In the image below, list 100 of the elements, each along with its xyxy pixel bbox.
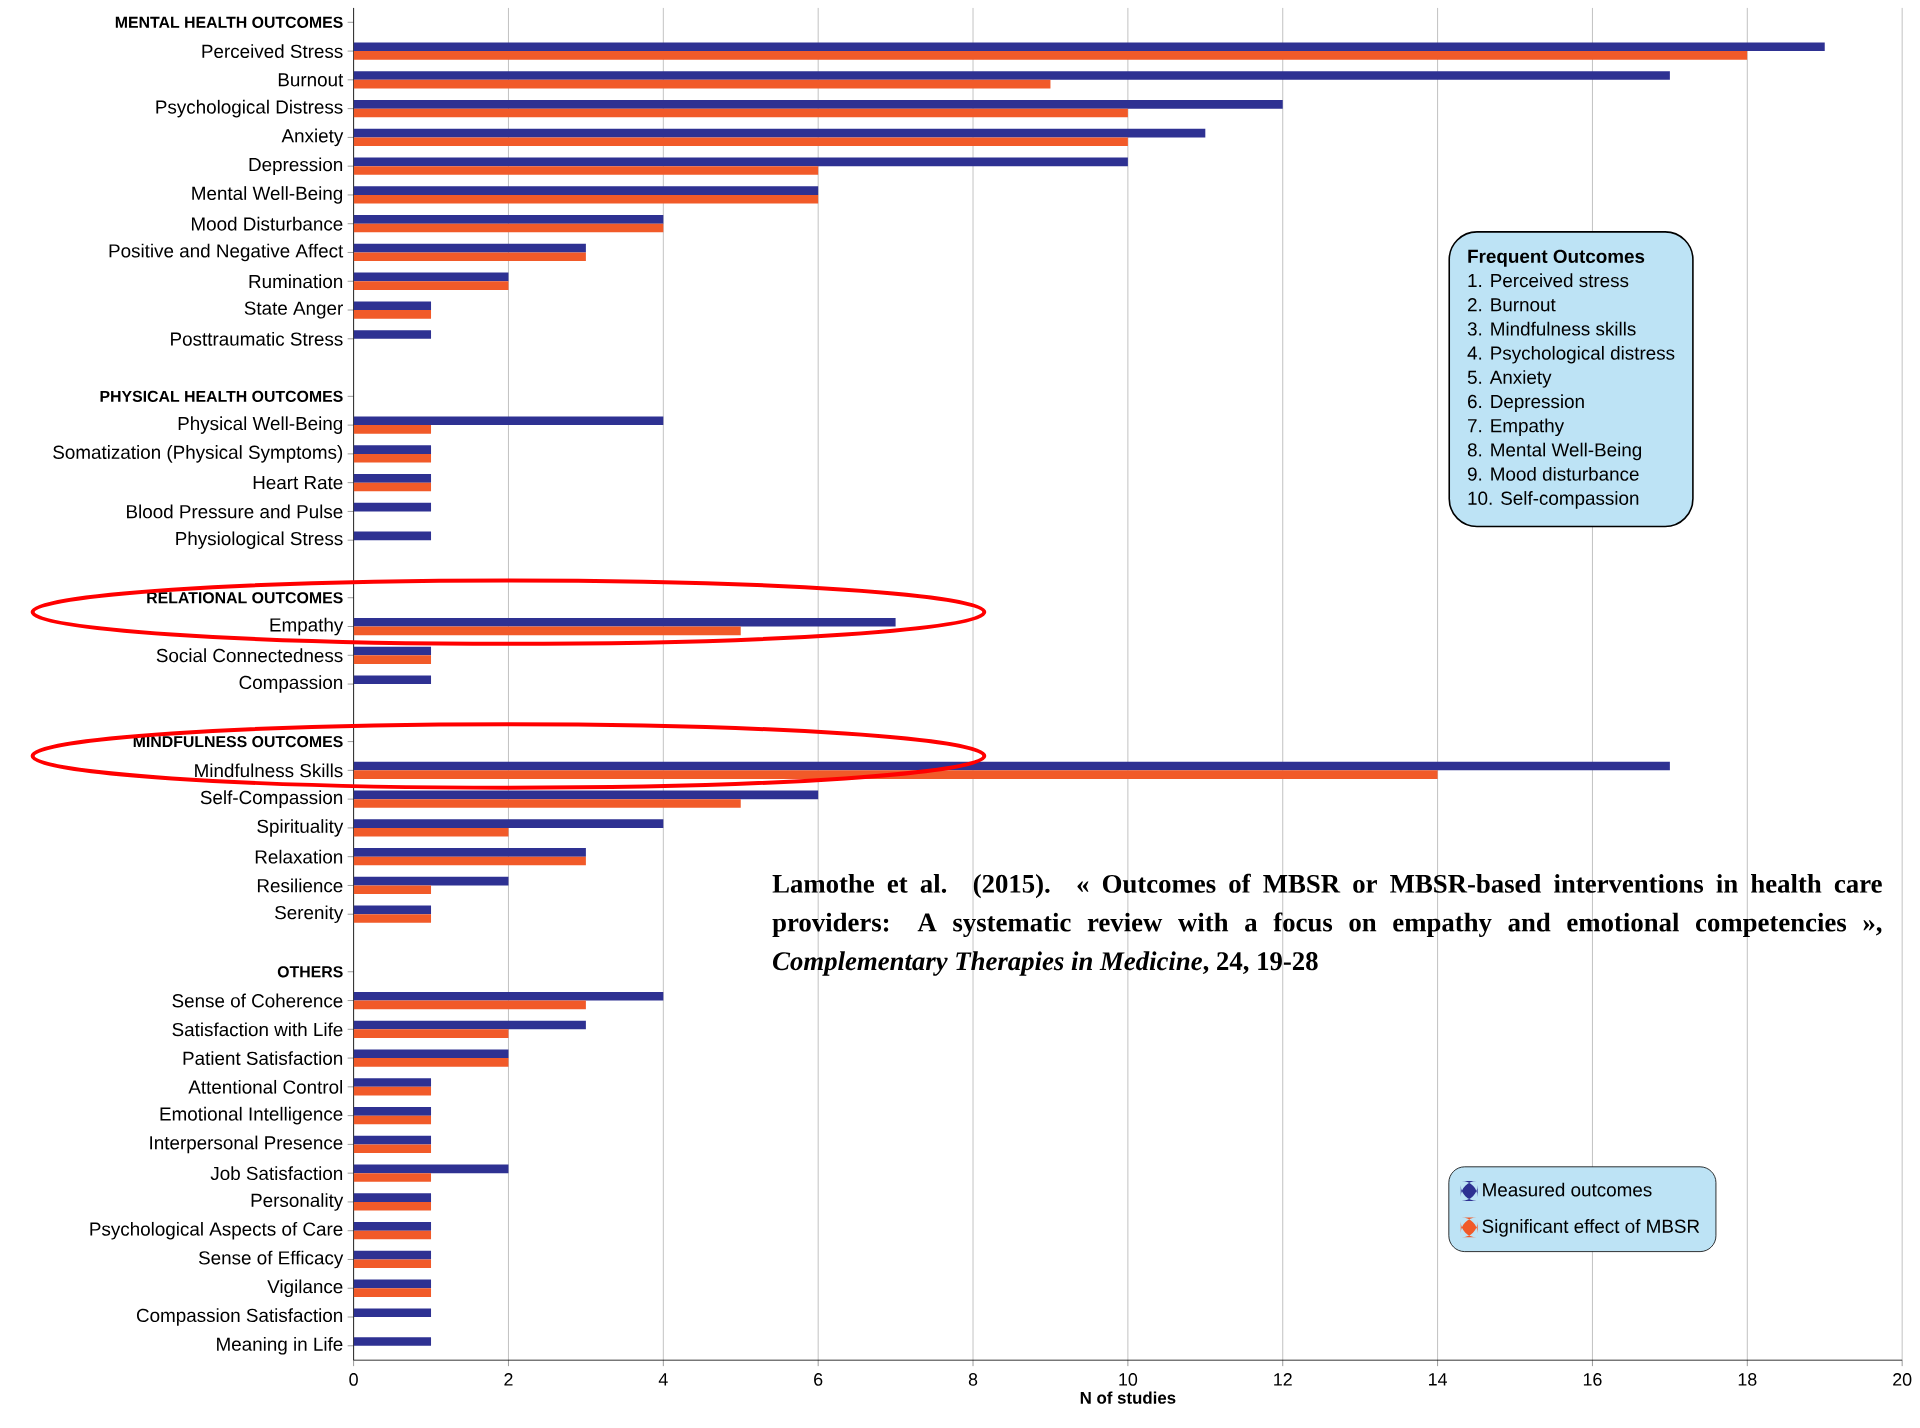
x-tick-label: 18 — [1738, 1373, 1757, 1386]
x-tick-label: 2 — [504, 1373, 513, 1386]
bar — [353, 1020, 586, 1030]
bar — [353, 108, 1128, 118]
bar — [353, 215, 664, 224]
y-tick-label: MENTAL HEALTH OUTCOMES — [115, 16, 343, 29]
bar — [353, 1078, 432, 1088]
bar — [353, 474, 432, 483]
bar — [353, 646, 432, 656]
bar — [353, 618, 896, 627]
bar — [353, 310, 432, 319]
y-tick-label: Mindfulness Skills — [195, 763, 343, 778]
y-tick-label: Physical Well-Being — [178, 416, 343, 435]
bar — [353, 828, 509, 837]
y-tick-label: PHYSICAL HEALTH OUTCOMES — [100, 390, 343, 403]
bar — [353, 655, 432, 665]
bar — [353, 1230, 432, 1240]
bar — [353, 1144, 432, 1154]
bar — [353, 281, 509, 291]
bar — [353, 1193, 432, 1203]
bar — [353, 51, 1748, 60]
y-tick-label: Blood Pressure and Pulse — [127, 504, 343, 519]
bar — [353, 137, 1128, 147]
y-tick-label: Satisfaction with Life — [172, 1022, 343, 1037]
bar — [353, 905, 432, 915]
annotation: Frequent Outcomes — [1468, 249, 1645, 267]
bar — [353, 301, 432, 311]
bar — [353, 626, 741, 636]
x-tick-label: 14 — [1429, 1373, 1447, 1386]
y-tick-label: Relaxation — [255, 849, 343, 864]
y-tick-label: Attentional Control — [188, 1080, 342, 1094]
bar — [353, 157, 1128, 167]
y-tick-label: Mood Disturbance — [191, 217, 343, 231]
bar — [353, 1308, 432, 1318]
bar — [353, 770, 1438, 780]
x-tick-label: 4 — [658, 1373, 668, 1386]
bar — [353, 223, 664, 233]
bar — [353, 195, 819, 204]
bar — [353, 100, 1283, 109]
bar — [353, 856, 586, 866]
bar — [353, 272, 509, 282]
y-tick-label: Patient Satisfaction — [183, 1051, 343, 1066]
bar — [353, 128, 1206, 138]
x-axis-title: N of studies — [1080, 1391, 1176, 1405]
bar — [353, 42, 1825, 52]
y-tick-label: Social Connectedness — [156, 648, 343, 663]
y-tick-label: Psychological Aspects of Care — [90, 1222, 343, 1240]
bar — [353, 877, 509, 886]
y-tick-label: Spirituality — [257, 819, 344, 837]
x-tick-label: 6 — [814, 1373, 823, 1386]
annotation: 7. Empathy — [1468, 418, 1565, 437]
bar — [353, 445, 432, 455]
bar — [353, 80, 1051, 89]
bar — [353, 1107, 432, 1116]
x-tick-label: 8 — [968, 1373, 978, 1386]
y-tick-label: Personality — [251, 1193, 344, 1211]
bar — [353, 330, 432, 339]
annotation: 10. Self-compassion — [1468, 491, 1639, 509]
y-tick-label: Empathy — [270, 617, 344, 636]
annotation: 5. Anxiety — [1467, 370, 1552, 388]
bar — [353, 425, 432, 434]
y-tick-label: Posttraumatic Stress — [171, 332, 343, 346]
y-tick-label: Sense of Efficacy — [198, 1250, 344, 1269]
bar — [353, 819, 664, 829]
bar — [353, 1000, 586, 1010]
bar — [353, 454, 432, 463]
y-tick-label: Heart Rate — [253, 476, 343, 490]
y-tick-label: Job Satisfaction — [210, 1166, 343, 1181]
y-tick-label: Depression — [249, 157, 343, 176]
bar — [353, 790, 819, 800]
y-tick-label: Physiological Stress — [176, 531, 343, 550]
bar — [353, 675, 432, 685]
y-tick-label: Emotional Intelligence — [160, 1107, 343, 1125]
x-tick-label: 10 — [1119, 1373, 1138, 1386]
y-tick-label: Self-Compassion — [200, 790, 343, 809]
bar — [353, 848, 586, 857]
y-tick-label: Interpersonal Presence — [150, 1135, 343, 1154]
y-tick-label: Serenity — [275, 905, 344, 924]
bar — [353, 799, 741, 808]
bar — [353, 992, 664, 1001]
bar — [353, 1087, 432, 1096]
y-tick-label: Rumination — [249, 274, 343, 289]
y-tick-label: Anxiety — [281, 128, 344, 147]
annotation: 1. Perceived stress — [1468, 273, 1629, 288]
bar — [353, 1164, 509, 1174]
y-tick-label: Perceived Stress — [202, 44, 343, 59]
annotation: 9. Mood disturbance — [1467, 467, 1639, 481]
bar — [353, 71, 1670, 81]
bar — [353, 1029, 509, 1039]
bar — [353, 1259, 432, 1269]
annotation: 2. Burnout — [1468, 298, 1556, 312]
y-tick-label: Sense of Coherence — [172, 993, 343, 1008]
x-tick-label: 16 — [1583, 1373, 1602, 1386]
bar — [353, 482, 432, 492]
bar — [353, 1173, 432, 1182]
bar — [353, 1058, 509, 1067]
y-tick-label: Compassion — [239, 675, 343, 694]
y-tick-label: Resilience — [257, 878, 343, 893]
y-tick-label: Psychological Distress — [156, 100, 343, 118]
y-tick-label: Meaning in Life — [217, 1337, 343, 1355]
